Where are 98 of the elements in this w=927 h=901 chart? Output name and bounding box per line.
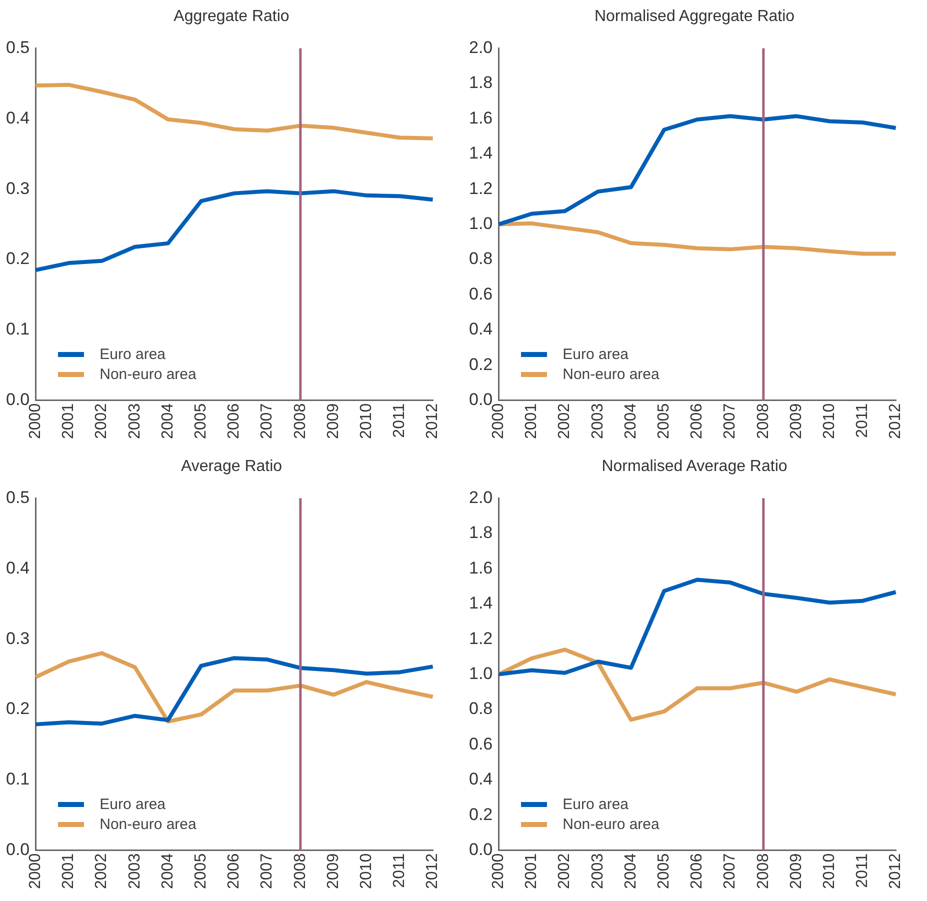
x-tick-label: 2001: [60, 403, 78, 439]
y-tick-label: 0.2: [468, 804, 493, 824]
y-tick-label: 1.8: [468, 523, 493, 542]
x-tick-label: 2012: [424, 853, 442, 889]
x-tick-label: 2002: [556, 853, 574, 889]
x-tick-label: 2008: [292, 853, 309, 889]
legend-label: Euro area: [100, 796, 166, 814]
y-tick-label: 0.1: [6, 320, 30, 339]
x-tick-label: 2006: [688, 403, 706, 439]
x-tick-label: 2002: [93, 403, 110, 439]
x-tick-label: 2009: [788, 853, 805, 889]
x-tick-label: 2008: [754, 853, 772, 889]
x-tick-label: 2000: [490, 403, 508, 439]
y-tick-label: 0.4: [6, 108, 30, 128]
x-tick-label: 2011: [391, 403, 408, 438]
x-tick-label: 2003: [126, 403, 144, 439]
y-tick-label: 0.3: [6, 178, 30, 198]
x-tick-label: 2007: [722, 853, 739, 889]
x-tick-label: 2004: [159, 403, 176, 439]
x-tick-label: 2008: [754, 403, 772, 439]
y-tick-label: 0.1: [6, 770, 30, 789]
x-tick-label: 2009: [324, 403, 342, 439]
chart-title: Normalised Average Ratio: [600, 458, 788, 476]
y-tick-label: 0.2: [6, 249, 30, 268]
x-tick-label: 2011: [391, 853, 408, 888]
legend-label: Euro area: [562, 346, 628, 364]
y-tick-label: 0.5: [6, 38, 30, 57]
y-tick-label: 0.6: [468, 284, 493, 304]
chart-title: Normalised Aggregate Ratio: [593, 8, 796, 26]
legend-label: Non-euro area: [100, 816, 196, 834]
x-tick-label: 2004: [622, 853, 640, 889]
chart-title: Aggregate Ratio: [172, 8, 290, 26]
x-tick-label: 2001: [523, 853, 540, 889]
x-tick-label: 2001: [523, 403, 540, 439]
legend-label: Euro area: [100, 346, 166, 364]
x-tick-label: 2000: [490, 853, 508, 889]
y-tick-label: 1.0: [468, 214, 493, 233]
y-tick-label: 1.4: [468, 594, 493, 613]
legend-label: Non-euro area: [562, 816, 660, 834]
x-tick-label: 2006: [226, 403, 243, 439]
y-tick-label: 0.8: [468, 249, 493, 268]
y-tick-label: 0.2: [468, 354, 493, 374]
x-tick-label: 2012: [887, 403, 904, 439]
y-tick-label: 0.2: [6, 699, 30, 718]
x-tick-label: 2010: [358, 853, 376, 889]
x-tick-label: 2005: [192, 403, 210, 439]
x-tick-label: 2006: [226, 853, 243, 889]
y-tick-label: 0.4: [6, 558, 30, 578]
x-tick-label: 2009: [324, 853, 342, 889]
x-tick-label: 2005: [192, 853, 210, 889]
y-tick-label: 0.4: [468, 770, 493, 789]
x-tick-label: 2006: [688, 853, 706, 889]
x-tick-label: 2011: [854, 853, 872, 888]
x-tick-label: 2001: [60, 853, 78, 889]
x-tick-label: 2003: [589, 403, 606, 439]
x-tick-label: 2008: [292, 403, 309, 439]
x-tick-label: 2004: [159, 853, 176, 889]
x-tick-label: 2012: [424, 403, 442, 439]
chart-title: Average Ratio: [180, 458, 284, 476]
legend-label: Euro area: [562, 796, 628, 814]
y-tick-label: 0.0: [468, 840, 493, 860]
x-tick-label: 2004: [622, 403, 640, 439]
x-tick-label: 2003: [589, 853, 606, 889]
y-tick-label: 0.0: [6, 840, 30, 860]
x-tick-label: 2002: [556, 403, 574, 439]
y-tick-label: 0.0: [468, 390, 493, 410]
x-tick-label: 2000: [27, 853, 44, 889]
x-tick-label: 2007: [258, 853, 276, 889]
y-tick-label: 0.6: [468, 734, 493, 754]
x-tick-label: 2002: [93, 853, 110, 889]
x-tick-label: 2010: [821, 403, 838, 439]
legend-label: Non-euro area: [100, 366, 196, 384]
y-tick-label: 1.2: [468, 178, 493, 198]
y-tick-label: 0.3: [6, 628, 30, 648]
x-tick-label: 2007: [258, 403, 276, 439]
legend-label: Non-euro area: [562, 366, 660, 384]
y-tick-label: 1.6: [468, 108, 493, 128]
y-tick-label: 1.8: [468, 73, 493, 92]
x-tick-label: 2012: [887, 853, 904, 889]
x-tick-label: 2003: [126, 853, 144, 889]
y-tick-label: 2.0: [468, 38, 493, 57]
y-tick-label: 0.8: [468, 699, 493, 718]
x-tick-label: 2007: [722, 403, 739, 439]
x-tick-label: 2009: [788, 403, 805, 439]
x-tick-label: 2010: [821, 853, 838, 889]
y-tick-label: 0.5: [6, 488, 30, 507]
y-tick-label: 1.2: [468, 628, 493, 648]
x-tick-label: 2005: [656, 403, 673, 439]
x-tick-label: 2011: [854, 403, 872, 438]
x-tick-label: 2005: [656, 853, 673, 889]
y-tick-label: 2.0: [468, 488, 493, 507]
y-tick-label: 0.4: [468, 320, 493, 339]
y-tick-label: 0.0: [6, 390, 30, 410]
y-tick-label: 1.6: [468, 558, 493, 578]
y-tick-label: 1.0: [468, 664, 493, 683]
y-tick-label: 1.4: [468, 144, 493, 163]
x-tick-label: 2010: [358, 403, 376, 439]
x-tick-label: 2000: [27, 403, 44, 439]
